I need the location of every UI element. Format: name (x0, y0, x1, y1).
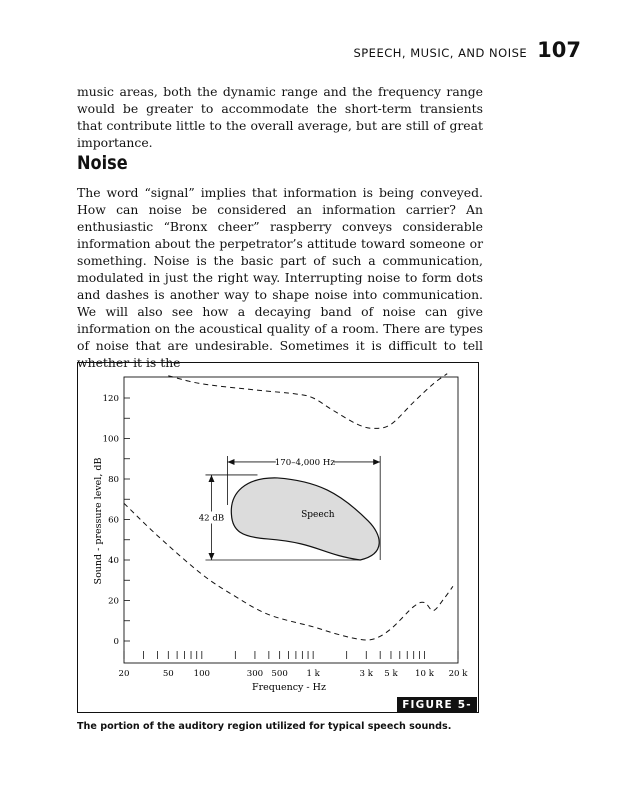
x-tick-label: 300 (247, 669, 263, 679)
figure-number-tag: FIGURE 5-13 (397, 697, 477, 727)
y-tick-label: 120 (103, 394, 119, 404)
auditory-region-chart: 0 20 40 60 80 100 120 20 50 100 300 500 1 k 3 k 5 k 10 … (93, 373, 469, 693)
y-tick-label: 60 (108, 516, 119, 526)
y-axis-label: Sound - pressure level, dB (93, 458, 104, 585)
x-tick-label: 20 k (449, 669, 469, 679)
x-tick-label: 50 (163, 669, 174, 679)
threshold-of-feeling-curve (168, 373, 448, 429)
frequency-span-label: 170–4,000 Hz (275, 458, 336, 468)
arrowhead-down-icon (208, 553, 215, 560)
x-tick-label: 3 k (360, 669, 374, 679)
y-tick-label: 80 (108, 475, 119, 485)
paragraph-noise: The word “signal” implies that informati… (77, 185, 483, 370)
arrowhead-right-icon (373, 458, 381, 465)
threshold-of-hearing-curve (123, 502, 454, 641)
figure-frame: 0 20 40 60 80 100 120 20 50 100 300 500 1 k 3 k 5 k 10 … (77, 362, 479, 713)
paragraph-continued: music areas, both the dynamic range and … (77, 84, 483, 150)
y-tick-label: 0 (114, 637, 119, 647)
x-axis-label: Frequency - Hz (252, 682, 326, 693)
plot-frame (123, 376, 459, 664)
x-tick-label: 500 (271, 669, 287, 679)
figure-caption: The portion of the auditory region utili… (77, 721, 452, 732)
x-tick-label: 1 k (306, 669, 320, 679)
running-header: SPEECH, MUSIC, AND NOISE 107 (353, 38, 581, 62)
y-tick-label: 40 (108, 556, 119, 566)
arrowhead-up-icon (208, 474, 215, 482)
level-label-bg (198, 511, 225, 524)
level-span-label: 42 dB (199, 513, 224, 523)
speech-region-shape (230, 477, 380, 561)
page-number: 107 (537, 38, 581, 62)
speech-region-label: Speech (301, 510, 335, 520)
y-tick-label: 20 (108, 597, 119, 607)
running-head-title: SPEECH, MUSIC, AND NOISE (353, 46, 528, 60)
x-tick-label: 5 k (384, 669, 398, 679)
frequency-label-bg (275, 455, 334, 468)
x-tick-label: 10 k (415, 669, 435, 679)
x-tick-label: 20 (119, 669, 130, 679)
x-tick-label: 100 (194, 669, 210, 679)
section-heading: Noise (77, 152, 128, 174)
y-tick-label: 100 (103, 435, 119, 445)
arrowhead-left-icon (227, 458, 235, 465)
